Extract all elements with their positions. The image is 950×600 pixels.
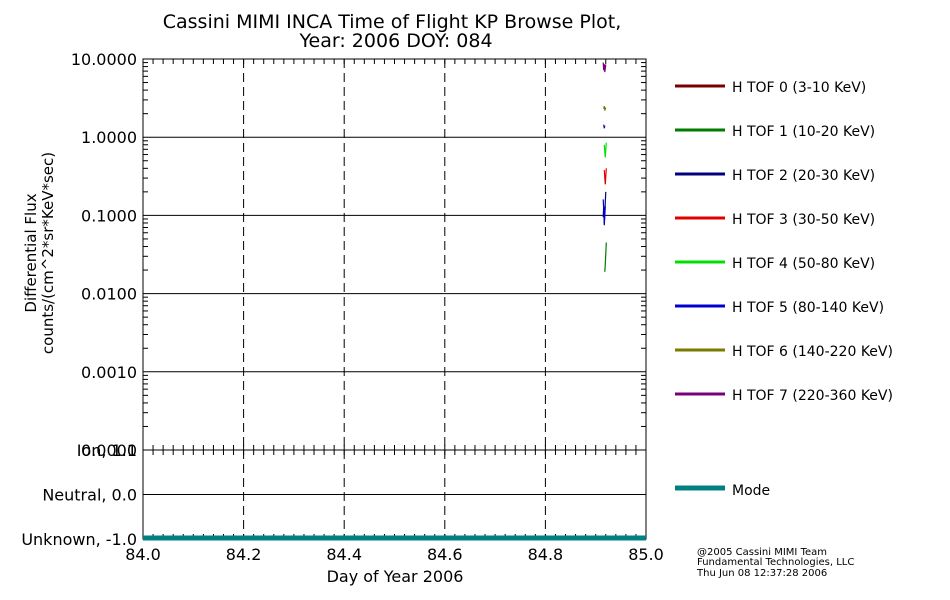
flux-ytick-label-2: 0.1000 bbox=[81, 206, 137, 225]
legend-label-mode: Mode bbox=[732, 483, 770, 499]
legend-label-6: H TOF 6 (140-220 KeV) bbox=[732, 344, 893, 360]
flux-ytick-label-3: 0.0100 bbox=[81, 285, 137, 304]
y-axis-label-line2: counts/(cm^2*sr*KeV*sec) bbox=[39, 152, 57, 354]
legend-label-1: H TOF 1 (10-20 KeV) bbox=[732, 124, 875, 140]
mode-panel: 84.0 84.2 84.4 84.6 84.8 85.0 Ion, 1.0 Neutral,… bbox=[21, 441, 663, 564]
legend: H TOF 0 (3-10 KeV) H TOF 1 (10-20 KeV) H T… bbox=[675, 80, 893, 499]
flux-ytick-label-5: 0.0001 bbox=[81, 441, 137, 460]
y-axis-label-line1: Differential Flux bbox=[22, 193, 40, 312]
mode-ytick-label-2: Unknown, -1.0 bbox=[21, 530, 137, 549]
footer-copyright: @2005 Cassini MIMI Team bbox=[697, 547, 827, 558]
flux-ytick-label-1: 1.0000 bbox=[81, 128, 137, 147]
flux-ytick-label-0: 10.0000 bbox=[71, 50, 137, 69]
series-line-8 bbox=[603, 124, 606, 129]
legend-label-4: H TOF 4 (50-80 KeV) bbox=[732, 256, 875, 272]
series-line-3 bbox=[603, 168, 607, 185]
series-line-1 bbox=[604, 242, 607, 272]
legend-label-3: H TOF 3 (30-50 KeV) bbox=[732, 212, 875, 228]
series-line-5 bbox=[602, 199, 606, 224]
x-tick-label-1: 84.2 bbox=[226, 545, 262, 564]
flux-frame bbox=[142, 58, 647, 451]
series-line-7 bbox=[602, 62, 607, 73]
series-line-4 bbox=[603, 142, 607, 158]
x-tick-label-0: 84.0 bbox=[125, 545, 161, 564]
x-tick-label-3: 84.6 bbox=[427, 545, 463, 564]
legend-label-5: H TOF 5 (80-140 KeV) bbox=[732, 300, 884, 316]
legend-label-2: H TOF 2 (20-30 KeV) bbox=[732, 168, 875, 184]
mode-ytick-label-0: Ion, 1.0 bbox=[77, 441, 137, 460]
footer-timestamp: Thu Jun 08 12:37:28 2006 bbox=[696, 568, 827, 579]
flux-ytick-label-4: 0.0010 bbox=[81, 363, 137, 382]
legend-label-7: H TOF 7 (220-360 KeV) bbox=[732, 388, 893, 404]
chart-title: Cassini MIMI INCA Time of Flight KP Brow… bbox=[163, 11, 622, 33]
x-tick-label-5: 85.0 bbox=[628, 545, 664, 564]
x-tick-label-4: 84.8 bbox=[528, 545, 564, 564]
flux-panel: 10.0000 1.0000 0.1000 0.0100 0.0010 0.0001 bbox=[71, 50, 647, 460]
chart-subtitle: Year: 2006 DOY: 084 bbox=[298, 30, 492, 52]
legend-label-0: H TOF 0 (3-10 KeV) bbox=[732, 80, 866, 96]
x-axis-label: Day of Year 2006 bbox=[327, 567, 464, 586]
footer-company: Fundamental Technologies, LLC bbox=[697, 557, 854, 568]
mode-ytick-label-1: Neutral, 0.0 bbox=[42, 486, 137, 505]
series-line-6 bbox=[603, 105, 607, 111]
x-tick-label-2: 84.4 bbox=[326, 545, 362, 564]
